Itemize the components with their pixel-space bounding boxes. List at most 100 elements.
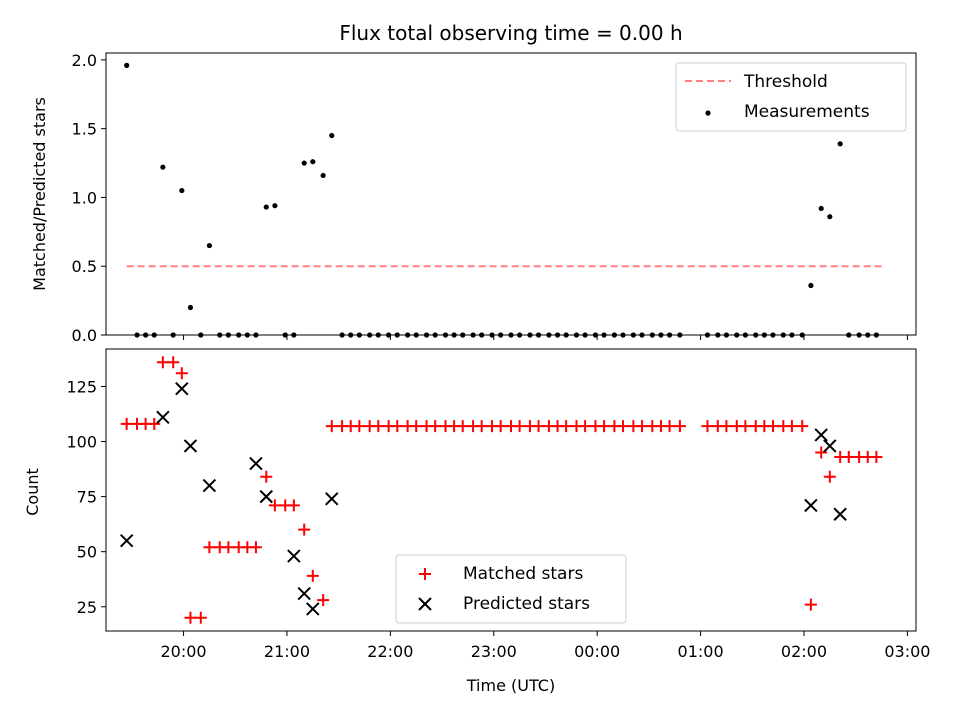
- predicted-star-point: [833, 507, 847, 521]
- measurement-point: [320, 172, 326, 179]
- measurement-point: [160, 164, 166, 170]
- predicted-star-point: [325, 492, 339, 506]
- measurement-point: [272, 203, 278, 209]
- bottom-x-tick-label: 21:00: [264, 642, 310, 661]
- matched-star-point: [325, 420, 338, 433]
- matched-star-point: [429, 420, 442, 433]
- measurement-point: [263, 204, 269, 210]
- bottom-x-axis: 20:00 21:00 22:00 23:00 00:00 01:00 02:00 03:00: [160, 631, 930, 661]
- matched-star-point: [456, 420, 469, 433]
- matched-star-point: [317, 594, 330, 607]
- measurement-point: [837, 141, 843, 147]
- bottom-x-tick-label: 01:00: [678, 642, 724, 661]
- top-legend-box: [675, 62, 907, 132]
- matched-star-point: [823, 470, 836, 483]
- top-axes-frame: [105, 52, 917, 336]
- measurement-point: [187, 304, 194, 311]
- legend-predicted-swatch: [418, 597, 432, 611]
- matched-star-point: [306, 569, 319, 582]
- matched-star-point: [249, 541, 262, 554]
- matched-star-point: [532, 420, 545, 433]
- measurement-point: [124, 62, 130, 68]
- predicted-star-point: [202, 478, 217, 493]
- bottom-y-axis: 25 50 75 100 125: [66, 377, 106, 617]
- measurement-points: [124, 62, 879, 338]
- measurement-point: [179, 187, 185, 194]
- matched-star-point: [701, 420, 714, 433]
- measurement-point: [808, 282, 814, 289]
- matched-star-point: [579, 420, 592, 433]
- matched-star-point: [870, 450, 883, 463]
- legend-matched-label: Matched stars: [463, 564, 583, 584]
- predicted-star-point: [183, 439, 198, 453]
- matched-star-point: [494, 420, 507, 433]
- measurement-point: [206, 242, 213, 249]
- measurement-point: [301, 160, 307, 166]
- matched-star-point: [391, 420, 404, 433]
- measurement-point: [827, 214, 833, 220]
- bottom-x-tick-label: 00:00: [574, 642, 620, 661]
- matched-star-point: [663, 420, 676, 433]
- matched-stars-points: [120, 356, 883, 624]
- bottom-x-tick-label: 02:00: [781, 642, 827, 661]
- matched-star-point: [804, 598, 817, 611]
- predicted-stars-points: [119, 381, 847, 616]
- matched-star-point: [796, 420, 809, 433]
- matched-star-point: [175, 367, 188, 380]
- matched-star-point: [815, 446, 828, 459]
- bottom-y-tick-label: 50: [77, 543, 97, 562]
- top-legend: Threshold Measurements: [675, 62, 907, 132]
- matched-star-point: [222, 541, 235, 554]
- matched-star-point: [120, 417, 133, 430]
- matched-star-point: [167, 356, 180, 369]
- matched-star-point: [720, 420, 733, 433]
- bottom-y-tick-label: 100: [66, 433, 97, 452]
- bottom-y-tick-label: 125: [66, 377, 97, 396]
- matched-star-point: [475, 420, 488, 433]
- predicted-star-point: [249, 456, 263, 471]
- legend-threshold-label: Threshold: [743, 72, 828, 92]
- bottom-x-tick-label: 23:00: [471, 642, 517, 661]
- top-y-axis-label: Matched/Predicted stars: [30, 97, 49, 291]
- matched-star-point: [268, 499, 281, 512]
- top-panel: Flux total observing time = 0.00 h 0.00.…: [30, 21, 917, 345]
- predicted-star-point: [119, 533, 134, 548]
- legend-predicted-label: Predicted stars: [463, 594, 590, 614]
- bottom-x-tick-label: 03:00: [884, 642, 930, 661]
- top-y-axis: 0.0 0.5 1.0 1.5 2.0: [72, 51, 106, 345]
- bottom-y-tick-label: 75: [77, 488, 97, 507]
- matched-star-point: [635, 420, 648, 433]
- top-y-tick-label: 2.0: [72, 51, 97, 70]
- matched-star-point: [785, 420, 798, 433]
- bottom-legend: Matched stars Predicted stars: [395, 554, 627, 624]
- legend-measurements-label: Measurements: [744, 102, 870, 122]
- matched-star-point: [260, 470, 273, 483]
- top-y-tick-label: 0.5: [72, 257, 97, 276]
- matched-star-point: [673, 420, 686, 433]
- matched-star-point: [148, 417, 161, 430]
- bottom-x-axis-label: Time (UTC): [466, 676, 555, 695]
- matched-star-point: [766, 420, 779, 433]
- top-y-tick-label: 1.5: [72, 120, 97, 139]
- bottom-x-tick-label: 22:00: [367, 642, 413, 661]
- predicted-star-point: [814, 428, 828, 442]
- measurement-point: [310, 159, 316, 165]
- bottom-axes-frame: [105, 348, 917, 632]
- matched-star-point: [410, 420, 423, 433]
- matched-star-point: [194, 611, 207, 624]
- top-y-tick-label: 1.0: [72, 188, 97, 207]
- matched-star-point: [298, 523, 311, 536]
- top-chart-title: Flux total observing time = 0.00 h: [339, 21, 682, 45]
- matched-star-point: [842, 450, 855, 463]
- predicted-star-point: [287, 549, 301, 563]
- bottom-y-tick-label: 25: [77, 598, 97, 617]
- predicted-star-point: [823, 439, 837, 453]
- matched-star-point: [203, 541, 216, 554]
- predicted-star-point: [306, 602, 320, 616]
- matched-star-point: [156, 356, 169, 369]
- legend-matched-swatch: [419, 568, 431, 580]
- matched-star-point: [598, 420, 611, 433]
- predicted-star-point: [804, 498, 818, 513]
- predicted-star-point: [156, 410, 170, 425]
